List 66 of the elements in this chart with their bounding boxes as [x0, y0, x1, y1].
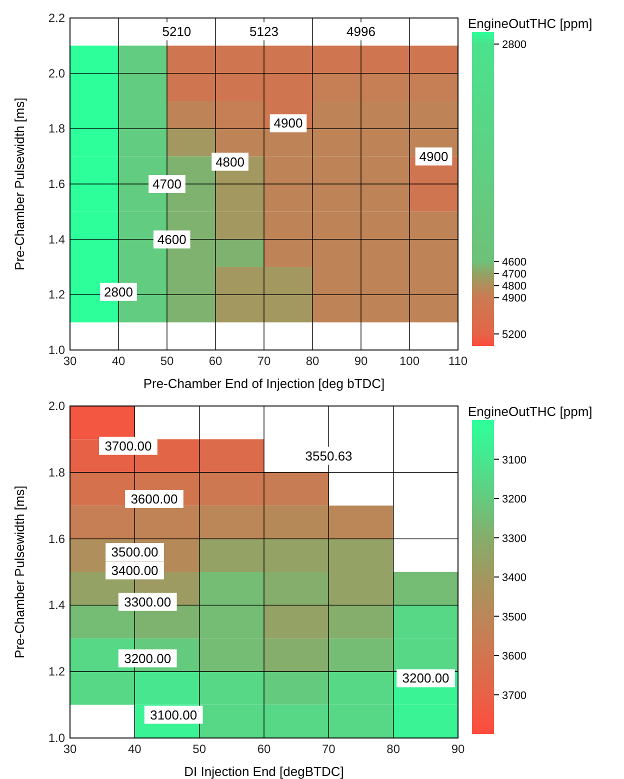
color-bar-title: EngineOutTHC [ppm] — [468, 404, 592, 419]
x-tick-label: 40 — [128, 742, 142, 756]
annotation: 5123 — [250, 24, 278, 39]
y-tick-label: 1.2 — [48, 664, 66, 679]
color-bar-label: 2800 — [502, 39, 526, 52]
y-tick-label: 1.0 — [48, 731, 66, 745]
x-tick-label: 70 — [322, 742, 336, 756]
color-bar-label: 5200 — [502, 328, 526, 341]
annotation: 3400.00 — [111, 562, 158, 578]
x-tick-label: 60 — [257, 742, 271, 756]
annotation: 4600 — [157, 232, 186, 247]
annotation: 3200.00 — [124, 650, 172, 666]
color-bar-label: 3500 — [502, 611, 526, 624]
x-axis-title: DI Injection End [degBTDC] — [184, 764, 344, 779]
x-tick-label: 80 — [386, 742, 400, 756]
annotation: 4996 — [346, 24, 376, 39]
color-bar-label: 3700 — [502, 690, 526, 702]
x-tick-label: 50 — [192, 742, 206, 756]
annotation: 3200.00 — [402, 670, 450, 686]
color-bar-label: 3400 — [502, 572, 526, 584]
x-tick-label: 110 — [448, 354, 468, 368]
x-tick-label: 30 — [63, 354, 77, 368]
x-tick-label: 90 — [354, 354, 368, 368]
y-tick-label: 1.2 — [48, 288, 66, 302]
x-tick-label: 80 — [306, 354, 320, 368]
x-tick-label: 30 — [63, 742, 77, 756]
color-bar-label: 3600 — [502, 650, 526, 662]
y-tick-label: 1.8 — [48, 465, 66, 480]
color-bar-title: EngineOutTHC [ppm] — [468, 16, 592, 31]
y-tick-label: 2.0 — [48, 66, 66, 80]
y-axis-title: Pre-Chamber Pulsewidth [ms] — [12, 486, 27, 658]
annotation: 3300.00 — [124, 594, 172, 610]
color-bar-label: 3100 — [502, 454, 526, 466]
y-axis-title: Pre-Chamber Pulsewidth [ms] — [12, 98, 27, 270]
y-tick-label: 2.0 — [48, 399, 66, 413]
color-bar-label: 4800 — [502, 280, 526, 293]
y-tick-label: 1.6 — [48, 177, 66, 191]
annotation: 3100.00 — [150, 707, 198, 722]
x-axis-title: Pre-Chamber End of Injection [deg bTDC] — [143, 376, 385, 391]
color-bar-label: 4700 — [502, 268, 526, 281]
annotation: 4700 — [152, 176, 182, 192]
y-tick-label: 1.6 — [48, 532, 66, 546]
color-bar-label: 3300 — [502, 532, 526, 545]
y-tick-label: 1.8 — [48, 122, 66, 136]
annotation: 5210 — [162, 24, 192, 39]
y-tick-label: 1.4 — [48, 232, 66, 246]
x-tick-label: 60 — [208, 354, 222, 368]
color-bar-label: 3200 — [502, 494, 526, 506]
y-tick-label: 2.2 — [48, 11, 66, 25]
x-tick-label: 40 — [112, 354, 126, 368]
y-tick-label: 1.0 — [48, 343, 66, 357]
x-tick-label: 90 — [451, 742, 465, 756]
annotation: 2800 — [104, 284, 133, 300]
y-tick-label: 1.4 — [48, 598, 66, 612]
annotation: 4900 — [274, 116, 303, 131]
annotation: 4800 — [216, 154, 245, 170]
annotation: 3700.00 — [104, 438, 152, 454]
x-tick-label: 100 — [399, 354, 420, 368]
annotation: 3600.00 — [130, 491, 178, 506]
annotation: 3550.63 — [305, 448, 352, 464]
color-bar-label: 4600 — [502, 256, 526, 268]
color-bar-label: 4900 — [502, 292, 526, 305]
x-tick-label: 70 — [257, 354, 271, 368]
annotation: 4900 — [419, 148, 448, 164]
annotation: 3500.00 — [111, 544, 158, 560]
x-tick-label: 50 — [160, 354, 174, 368]
